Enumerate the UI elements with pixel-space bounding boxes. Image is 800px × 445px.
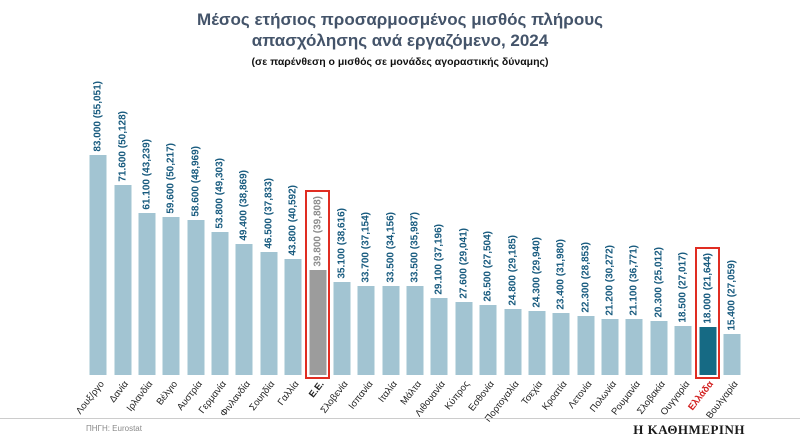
bar-column: 20.300 (25,012) Σλοβακία (635, 69, 671, 416)
bar-value-label: 33.500 (34,156) (385, 212, 397, 283)
bar-category-label: Ε.Ε. (306, 379, 327, 400)
bar-column: 39.800 (39,808) Ε.Ε. (305, 69, 330, 400)
bar (333, 282, 351, 375)
bar-column: 35.100 (38,616) Σλοβενία (319, 69, 354, 415)
bar-column: 59.600 (50,217) Βέλγιο (154, 69, 183, 407)
bar-value-label: 18.000 (21,644) (702, 253, 714, 324)
bar-column: 18.000 (21,644) Ελλάδα (686, 69, 720, 413)
bar-value-label: 22.300 (28,853) (580, 242, 592, 313)
bar-value-label: 27.600 (29,041) (458, 228, 470, 299)
bar-value-label: 33.700 (37,154) (360, 212, 372, 283)
bar (504, 309, 522, 375)
bar (309, 270, 327, 375)
bar (430, 298, 448, 375)
bar (114, 185, 132, 375)
bar-category-label: Λουξ/ργο (74, 379, 107, 417)
bar-category-label: Ισπανία (346, 379, 375, 412)
publisher-logo: Η ΚΑΘΗΜΕΡΙΝΗ (633, 422, 745, 437)
bar-column: 33.700 (37,154) Ισπανία (346, 69, 378, 411)
bar (699, 327, 717, 375)
bar-column: 33.500 (35,987) Μάλτα (398, 69, 427, 407)
bar-value-label: 46.500 (37,833) (263, 178, 275, 249)
bar-column: 21.200 (30,272) Πολωνία (588, 69, 622, 414)
footer-divider (0, 418, 800, 419)
bar-value-label: 15.400 (27,059) (726, 260, 738, 331)
bar-column: 26.500 (27,504) Εσθονία (467, 69, 500, 413)
chart-header: Μέσος ετήσιος προσαρμοσμένος μισθός πλήρ… (0, 9, 800, 68)
bar-value-label: 35.100 (38,616) (336, 208, 348, 279)
bar (284, 259, 302, 375)
bar-value-label: 23.400 (31,980) (555, 239, 567, 310)
bar-column: 21.100 (36,771) Ρουμανία (610, 69, 646, 417)
bar-column: 24.800 (29,185) Πορτογαλία (482, 69, 524, 424)
bar-column: 71.600 (50,128) Δανία (108, 69, 134, 404)
bar-column: 15.400 (27,059) Βουλγαρία (704, 69, 744, 421)
bar-value-label: 83.000 (55,051) (92, 81, 104, 152)
bar-category-label: Ιταλία (375, 379, 400, 405)
chart-subtitle: (σε παρένθεση ο μισθός σε μονάδες αγορασ… (251, 55, 549, 68)
bar-category-label: Γαλλία (276, 379, 302, 408)
bar-value-label: 53.800 (49,303) (214, 158, 226, 229)
bar (162, 217, 180, 375)
bar-column: 18.500 (27,017) Ουγγαρία (658, 69, 695, 417)
bar-column: 27.600 (29,041) Κύπρος (443, 69, 476, 412)
bar-chart: 83.000 (55,051) Λουξ/ργο 71.600 (50,128) Δα… (74, 69, 744, 424)
bar-value-label: 43.800 (40,592) (287, 185, 299, 256)
bar-value-label: 29.100 (37,196) (433, 224, 445, 295)
bar-value-label: 39.800 (39,808) (312, 196, 324, 267)
bar (625, 319, 643, 375)
bar-value-label: 18.500 (27,017) (677, 252, 689, 323)
bar-column: 83.000 (55,051) Λουξ/ργο (74, 69, 110, 416)
bar (138, 213, 156, 375)
bar (211, 232, 229, 375)
bar-column: 58.600 (48,969) Αυστρία (175, 69, 208, 412)
bar-value-label: 21.200 (30,272) (604, 245, 616, 316)
bar (650, 321, 668, 375)
bar-value-label: 59.600 (50,217) (165, 143, 177, 214)
bar-category-label: Σουηδία (247, 379, 278, 413)
bar-column: 43.800 (40,592) Γαλλία (276, 69, 305, 407)
bar (235, 244, 253, 375)
bar-category-label: Κροατία (540, 379, 570, 413)
bar-column: 29.100 (37,196) Λιθουανία (414, 69, 451, 419)
bar-column: 53.800 (49,303) Γερμανία (197, 69, 232, 416)
bar (528, 311, 546, 375)
bar (601, 319, 619, 375)
bar-column: 33.500 (34,156) Ιταλία (376, 69, 403, 404)
bar (382, 286, 400, 375)
bar (577, 316, 595, 375)
bar (552, 313, 570, 375)
bar-column: 49.400 (38,869) Φινλανδία (218, 69, 256, 419)
bar-value-label: 61.100 (43,239) (141, 139, 153, 210)
chart-title: Μέσος ετήσιος προσαρμοσμένος μισθός πλήρ… (197, 10, 603, 51)
bar (723, 334, 741, 375)
bar-column: 24.300 (29,940) Τσεχία (520, 69, 549, 407)
bar (455, 302, 473, 375)
bar-value-label: 20.300 (25,012) (653, 247, 665, 318)
bar-column: 22.300 (28,853) Λετονία (566, 69, 598, 410)
bar-value-label: 71.600 (50,128) (117, 111, 129, 182)
bar (357, 286, 375, 375)
bar (260, 252, 278, 375)
bar-value-label: 21.100 (36,771) (628, 245, 640, 316)
source-note: ΠΗΓΗ: Eurostat (86, 424, 142, 433)
bar-column: 46.500 (37,833) Σουηδία (248, 69, 281, 413)
bar-value-label: 24.300 (29,940) (531, 237, 543, 308)
bar-value-label: 26.500 (27,504) (482, 231, 494, 302)
bar-column: 23.400 (31,980) Κροατία (540, 69, 573, 412)
bar (406, 286, 424, 375)
bar-column: 61.100 (43,239) Ιρλανδία (125, 69, 159, 413)
bar (674, 326, 692, 375)
bar (89, 155, 107, 375)
bar-value-label: 49.400 (38,869) (238, 170, 250, 241)
bar (187, 220, 205, 375)
bar-value-label: 33.500 (35,987) (409, 212, 421, 283)
bar-value-label: 24.800 (29,185) (507, 235, 519, 306)
bar-value-label: 58.600 (48,969) (190, 146, 202, 217)
bar (479, 305, 497, 375)
